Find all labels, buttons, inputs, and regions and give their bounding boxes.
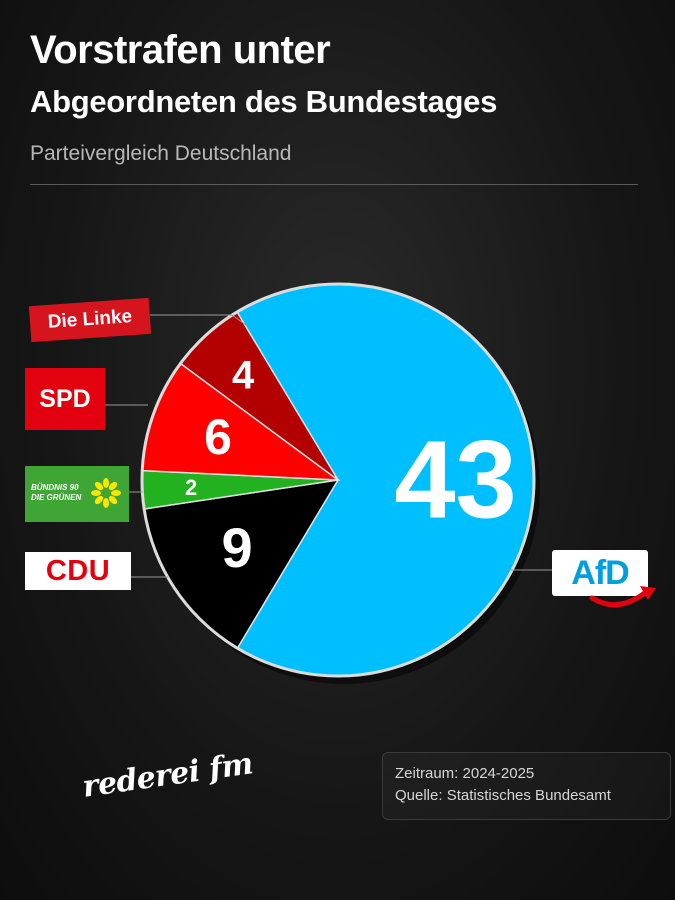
period-text: Zeitraum: 2024-2025 — [395, 765, 535, 782]
page-subtitle: Parteivergleich Deutschland — [30, 142, 292, 165]
cdu-logo-text: CDU — [45, 554, 111, 587]
spd-logo-text: SPD — [39, 384, 91, 413]
leader-line-die-linke — [150, 314, 247, 326]
source-info-box: Zeitraum: 2024-2025 Quelle: Statistische… — [382, 752, 671, 820]
pie-rim — [140, 282, 536, 678]
cdu-logo: CDU — [25, 552, 131, 590]
die-linke-logo-text: Die Linke — [47, 306, 133, 333]
value-label-afd: 43 — [394, 418, 516, 541]
page-title-line1: Vorstrafen unter — [30, 28, 331, 72]
sunflower-icon — [91, 478, 121, 508]
source-text: Quelle: Statistisches Bundesamt — [395, 787, 611, 804]
value-label-spd: 6 — [204, 409, 232, 465]
afd-logo: AfD — [552, 550, 656, 608]
page-title-line2: Abgeordneten des Bundestages — [30, 84, 498, 119]
spd-logo: SPD — [25, 368, 105, 430]
afd-logo-text: AfD — [571, 553, 629, 592]
value-label-cdu: 9 — [221, 516, 252, 579]
gruene-logo: BÜNDNIS 90 DIE GRÜNEN — [25, 466, 129, 522]
title-divider — [30, 184, 638, 185]
afd-arrow-icon — [589, 586, 656, 608]
value-label-b-ndnis-90-die-gr-nen: 2 — [185, 475, 197, 500]
gruene-logo-line2: DIE GRÜNEN — [31, 493, 82, 502]
gruene-logo-line1: BÜNDNIS 90 — [31, 483, 79, 492]
value-label-die-linke: 4 — [232, 354, 255, 398]
